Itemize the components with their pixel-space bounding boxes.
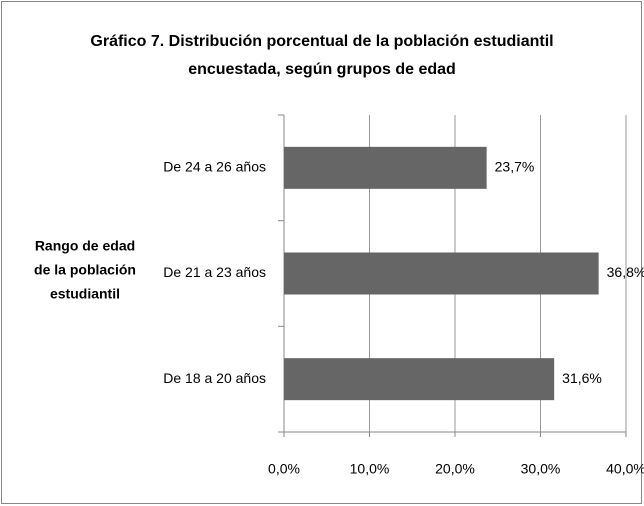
y-tick-label: De 21 a 23 años [163, 264, 266, 280]
chart-title: Gráfico 7. Distribución porcentual de la… [90, 33, 553, 50]
data-label: 36,8% [607, 264, 644, 280]
x-tick-label: 10,0% [350, 461, 390, 477]
chart-title: encuestada, según grupos de edad [188, 61, 456, 78]
y-axis-label: de la población [34, 262, 136, 278]
data-label: 31,6% [562, 370, 602, 386]
bar [284, 358, 555, 401]
y-tick-label: De 18 a 20 años [163, 370, 266, 386]
bar [284, 252, 599, 295]
y-tick-label: De 24 a 26 años [163, 159, 266, 175]
x-tick-label: 20,0% [435, 461, 475, 477]
x-tick-label: 0,0% [268, 461, 300, 477]
y-axis-label: Rango de edad [35, 238, 135, 254]
x-tick-label: 30,0% [521, 461, 561, 477]
bar [284, 146, 487, 189]
data-label: 23,7% [495, 159, 535, 175]
x-tick-label: 40,0% [606, 461, 644, 477]
y-axis-label: estudiantil [50, 286, 120, 302]
